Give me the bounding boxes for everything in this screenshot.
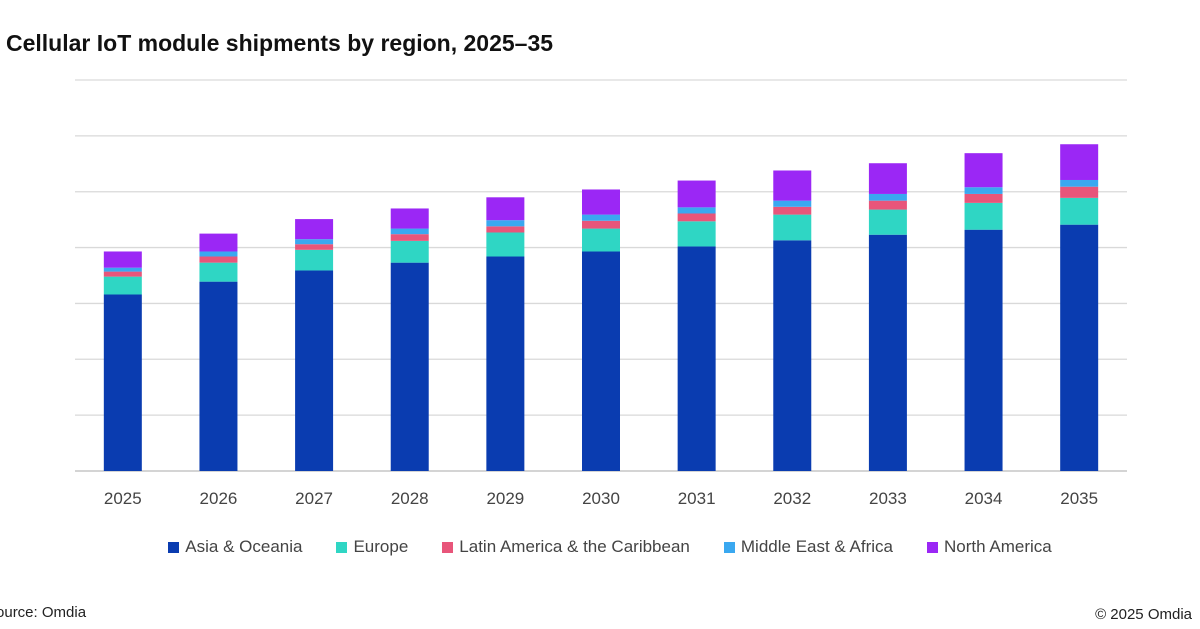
bar-segment-2029-3 [486,220,525,227]
legend-item: Europe [336,537,408,557]
x-tick-label: 2028 [391,489,429,508]
bar-segment-2025-2 [103,271,142,277]
bar-segment-2025-1 [103,276,142,295]
bar-segment-2027-0 [295,270,334,471]
source-note: Source: Omdia [0,604,87,621]
legend-item: North America [927,537,1052,557]
bar-segment-2026-0 [199,281,238,471]
bar-segment-2034-4 [964,153,1003,188]
bar-segment-2028-4 [390,208,429,229]
bar-segment-2026-4 [199,233,238,252]
bar-segment-2031-2 [677,213,716,222]
bar-segment-2030-2 [582,220,620,229]
bar-segment-2035-2 [1060,186,1099,198]
bar-segment-2030-3 [582,214,620,221]
legend-swatch [168,541,180,553]
legend-item: Asia & Oceania [168,537,302,557]
legend-label: Middle East & Africa [740,537,894,556]
bar-segment-2026-1 [199,262,238,282]
bar-segment-2025-3 [103,267,142,272]
bar-segment-2031-4 [677,180,716,208]
bar-segment-2025-0 [103,294,142,471]
bar-segment-2034-3 [964,187,1003,194]
bar-segment-2030-1 [582,228,620,252]
bar-segment-2032-0 [773,240,812,471]
bar-segment-2026-3 [199,251,238,257]
legend-label: Asia & Oceania [185,537,303,556]
bar-segment-2027-1 [295,249,334,271]
bar-segment-2028-1 [390,240,429,263]
bar-segment-2032-3 [773,200,812,207]
bar-segment-2026-2 [199,256,238,263]
bar-segment-2035-3 [1060,179,1099,187]
bar-segment-2030-4 [582,189,620,215]
bar-segment-2029-0 [486,256,525,471]
bar-segment-2035-1 [1060,197,1099,225]
legend-swatch [336,541,348,553]
bar-segment-2027-2 [295,244,334,250]
bar-segment-2025-4 [103,251,142,268]
legend-label: North America [944,537,1052,556]
x-tick-label: 2033 [869,489,907,508]
bar-segment-2028-0 [390,262,429,471]
x-tick-label: 2030 [582,489,620,508]
bar-segment-2027-3 [295,239,334,245]
bar-segment-2035-0 [1060,224,1099,471]
bar-segment-2031-0 [677,246,716,471]
bar-segment-2033-0 [868,234,907,471]
chart-title: Cellular IoT module shipments by region,… [6,30,554,56]
copyright-note: © 2025 Omdia [1095,606,1192,623]
legend-item: Latin America & the Caribbean [442,537,690,557]
bar-segment-2034-1 [964,202,1003,230]
bar-segment-2030-0 [582,251,620,471]
bar-segment-2032-2 [773,206,812,215]
legend-swatch [723,541,735,553]
bar-segment-2027-4 [295,219,334,240]
bar-segment-2034-2 [964,193,1003,203]
x-tick-label: 2029 [486,489,524,508]
legend: Asia & Oceania Europe Latin America & the … [0,537,1200,557]
bar-segment-2029-2 [486,226,525,233]
bar-segment-2033-2 [868,200,907,210]
legend-label: Latin America & the Caribbean [459,537,690,556]
bar-segment-2029-4 [486,197,525,221]
x-tick-label: 2032 [773,489,811,508]
x-tick-label: 2025 [104,489,142,508]
bar-segment-2034-0 [964,229,1003,471]
bar-segment-2031-1 [677,221,716,247]
legend-swatch [442,541,454,553]
legend-swatch [927,541,939,553]
bar-segment-2035-4 [1060,144,1099,180]
legend-item: Middle East & Africa [723,537,894,557]
x-tick-label: 2035 [1060,489,1098,508]
x-tick-label: 2027 [295,489,333,508]
bar-segment-2028-3 [390,228,429,235]
bar-segment-2032-1 [773,214,812,241]
bar-segment-2033-3 [868,193,907,201]
bar-segment-2033-1 [868,209,907,235]
bar-segment-2033-4 [868,163,907,194]
bar-segment-2031-3 [677,207,716,214]
legend-label: Europe [353,537,409,556]
bar-segment-2029-1 [486,232,525,257]
bar-segment-2028-2 [390,234,429,241]
x-tick-label: 2026 [200,489,238,508]
x-tick-label: 2034 [965,489,1003,508]
x-tick-label: 2031 [678,489,716,508]
bar-segment-2032-4 [773,170,812,201]
